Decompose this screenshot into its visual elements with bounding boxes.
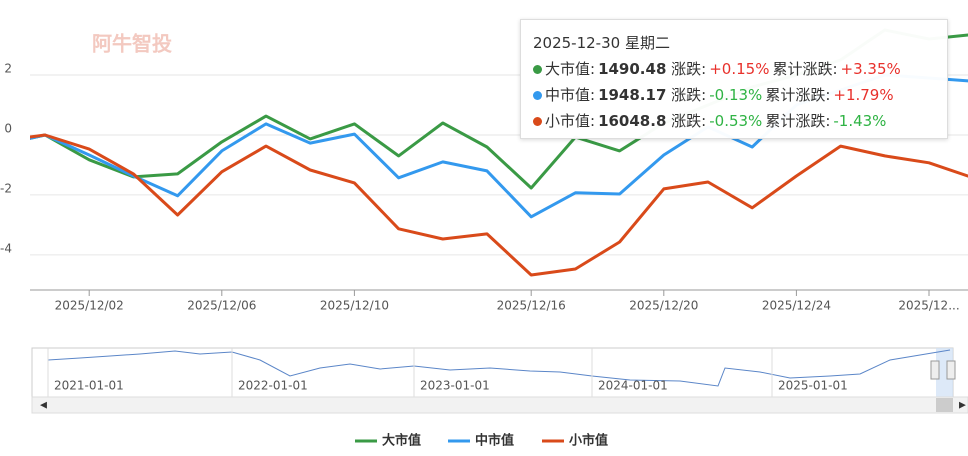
navigator-handle[interactable] — [946, 360, 956, 380]
navigator-label: 2022-01-01 — [238, 379, 308, 393]
tooltip-cum-label: 累计涨跌: — [765, 112, 831, 130]
tooltip-name: 大市值: — [545, 60, 596, 78]
series-line — [30, 133, 968, 277]
navigator-frame — [31, 347, 954, 398]
legend-label: 中市值 — [475, 433, 514, 449]
y-tick-label: 0 — [4, 121, 12, 135]
tooltip-change-label: 涨跌: — [671, 112, 707, 130]
navigator-label: 2025-01-01 — [778, 379, 848, 393]
navigator-series — [47, 349, 951, 387]
y-tick-label: 2 — [4, 61, 12, 75]
scrollbar[interactable] — [31, 396, 968, 414]
tooltip: 2025-12-30 星期二 大市值: 1490.48 涨跌: +0.15% 累计涨跌… — [520, 19, 948, 139]
watermark: 阿牛智投 — [92, 32, 172, 56]
tooltip-dot — [533, 65, 542, 74]
tooltip-cum-label: 累计涨跌: — [765, 86, 831, 104]
x-tick-label: 2025/12... — [898, 299, 959, 313]
scrollbar-thumb[interactable] — [936, 398, 953, 412]
tooltip-cum-label: 累计涨跌: — [772, 60, 838, 78]
scroll-arrow[interactable]: ▶ — [959, 401, 966, 411]
tooltip-change: -0.13% — [709, 86, 763, 104]
tooltip-cum: -1.43% — [833, 112, 887, 130]
tooltip-dot — [533, 117, 542, 126]
navigator-selection — [936, 348, 953, 397]
tooltip-row: 小市值: 16048.8 涨跌: -0.53% 累计涨跌: -1.43% — [533, 108, 935, 134]
x-tick-label: 2025/12/10 — [320, 299, 389, 313]
tooltip-name: 小市值: — [545, 112, 596, 130]
x-tick-label: 2025/12/02 — [55, 299, 124, 313]
y-tick-label: -4 — [0, 241, 12, 255]
tooltip-row: 大市值: 1490.48 涨跌: +0.15% 累计涨跌: +3.35% — [533, 56, 935, 82]
tooltip-change: +0.15% — [709, 60, 770, 78]
y-tick-label: -2 — [0, 181, 12, 195]
tooltip-value: 1948.17 — [598, 86, 667, 104]
navigator-handle[interactable] — [930, 360, 940, 380]
tooltip-cum: +1.79% — [833, 86, 894, 104]
tooltip-row: 中市值: 1948.17 涨跌: -0.13% 累计涨跌: +1.79% — [533, 82, 935, 108]
x-tick-label: 2025/12/24 — [762, 299, 831, 313]
tooltip-change-label: 涨跌: — [671, 86, 707, 104]
navigator-label: 2023-01-01 — [420, 379, 490, 393]
tooltip-value: 16048.8 — [598, 112, 667, 130]
navigator: ◀ ▶ 2021-01-01 2022-01-01 2023-01-01 2024-0… — [31, 347, 968, 414]
tooltip-cum: +3.35% — [840, 60, 901, 78]
x-tick-label: 2025/12/16 — [497, 299, 566, 313]
legend-label: 大市值 — [382, 433, 421, 449]
tooltip-value: 1490.48 — [598, 60, 667, 78]
tooltip-change: -0.53% — [709, 112, 763, 130]
navigator-label: 2021-01-01 — [54, 379, 124, 393]
tooltip-name: 中市值: — [545, 86, 596, 104]
x-tick-label: 2025/12/06 — [187, 299, 256, 313]
tooltip-date: 2025-12-30 星期二 — [533, 34, 670, 52]
tooltip-change-label: 涨跌: — [671, 60, 707, 78]
navigator-label: 2024-01-01 — [598, 379, 668, 393]
x-tick-label: 2025/12/20 — [629, 299, 698, 313]
legend-label: 小市值 — [569, 433, 608, 449]
scroll-arrow[interactable]: ◀ — [40, 401, 47, 411]
tooltip-dot — [533, 91, 542, 100]
